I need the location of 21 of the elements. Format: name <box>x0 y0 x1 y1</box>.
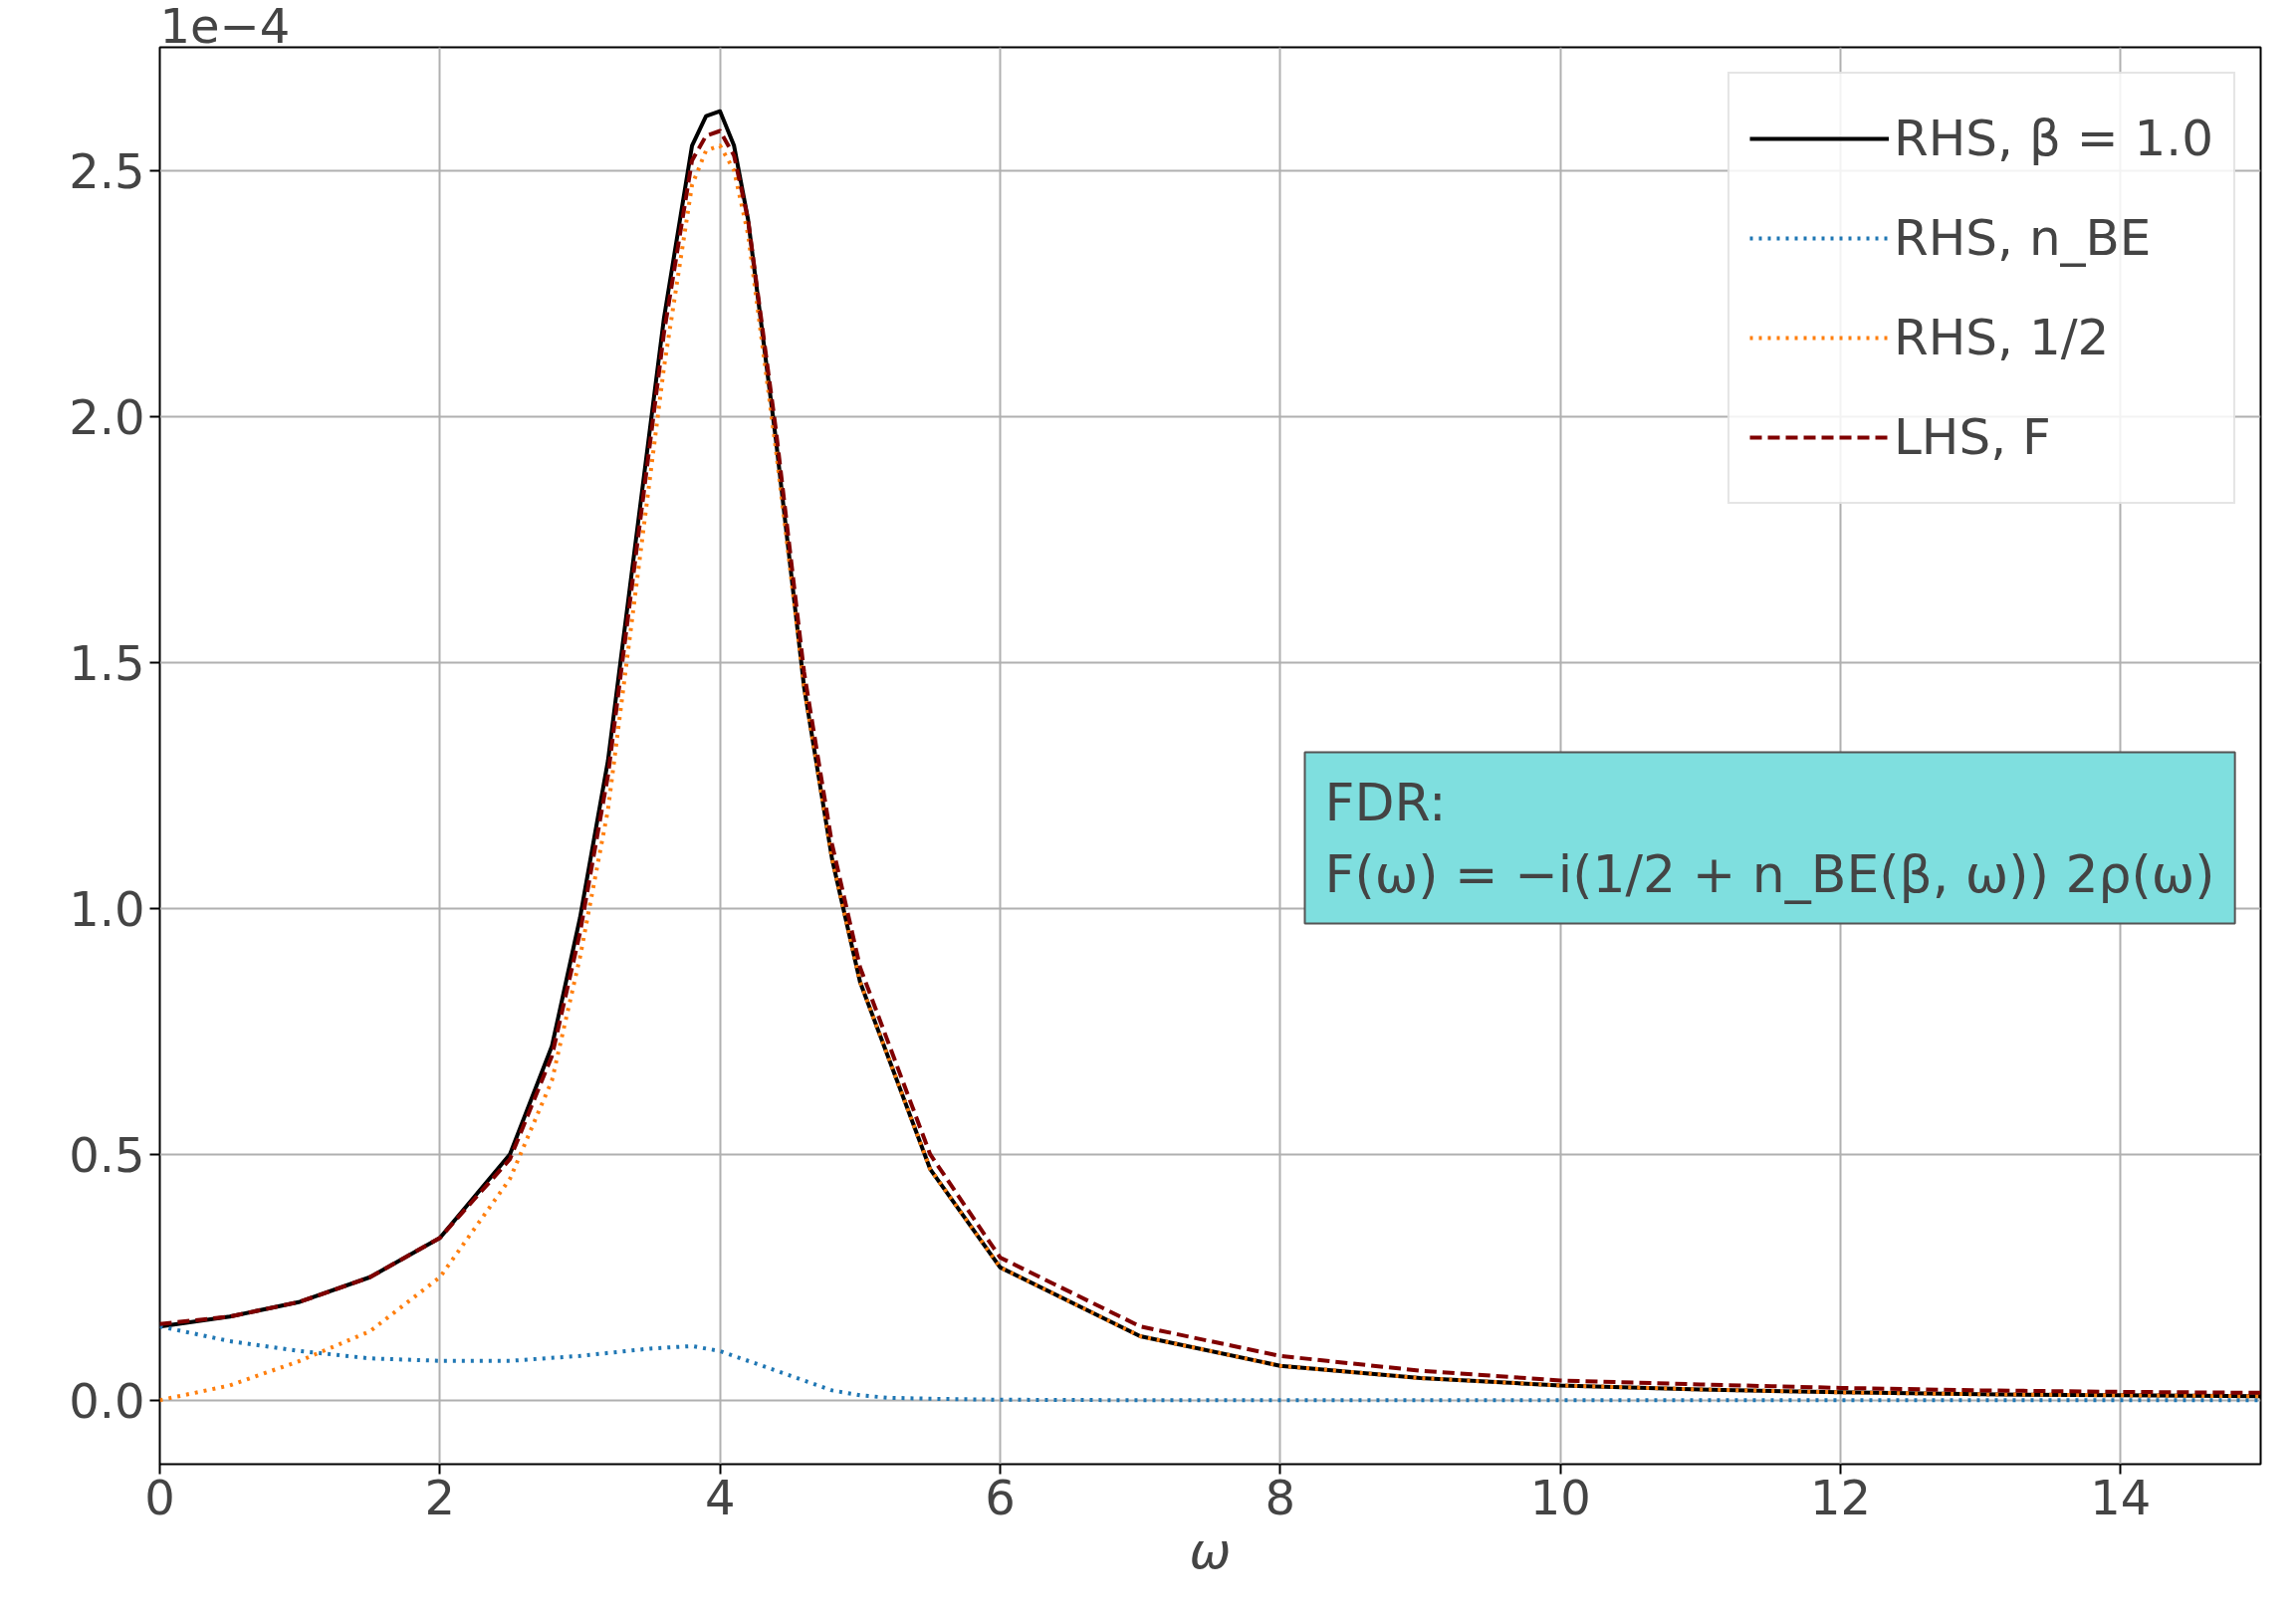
y-tick-label: 1.0 <box>69 880 145 937</box>
x-tick-label: 4 <box>704 1469 736 1525</box>
x-tick-label: 14 <box>2090 1469 2152 1525</box>
x-tick-label: 6 <box>985 1469 1016 1525</box>
y-tick-label: 1.5 <box>69 634 145 691</box>
annotation: 1e−4 <box>159 0 291 54</box>
y-tick-label: 0.5 <box>69 1126 145 1183</box>
x-tick-label: 2 <box>424 1469 456 1525</box>
y-tick-label: 0.0 <box>69 1372 145 1429</box>
y-tick-label: 2.5 <box>69 142 145 199</box>
y-tick-label: 2.0 <box>69 388 145 445</box>
legend-label: RHS, β = 1.0 <box>1894 109 2213 169</box>
legend-label: RHS, 1/2 <box>1894 308 2110 368</box>
x-tick-label: 0 <box>144 1469 175 1525</box>
legend-label: RHS, n_BE <box>1894 208 2152 269</box>
x-tick-label: 10 <box>1529 1469 1591 1525</box>
legend-label: LHS, F <box>1894 407 2051 468</box>
annotation: FDR: F(ω) = −i(1/2 + n_BE(β, ω)) 2ρ(ω) <box>1324 772 2215 904</box>
x-tick-label: 12 <box>1809 1469 1872 1525</box>
x-axis-title: ω <box>1189 1521 1232 1580</box>
x-tick-label: 8 <box>1264 1469 1296 1525</box>
